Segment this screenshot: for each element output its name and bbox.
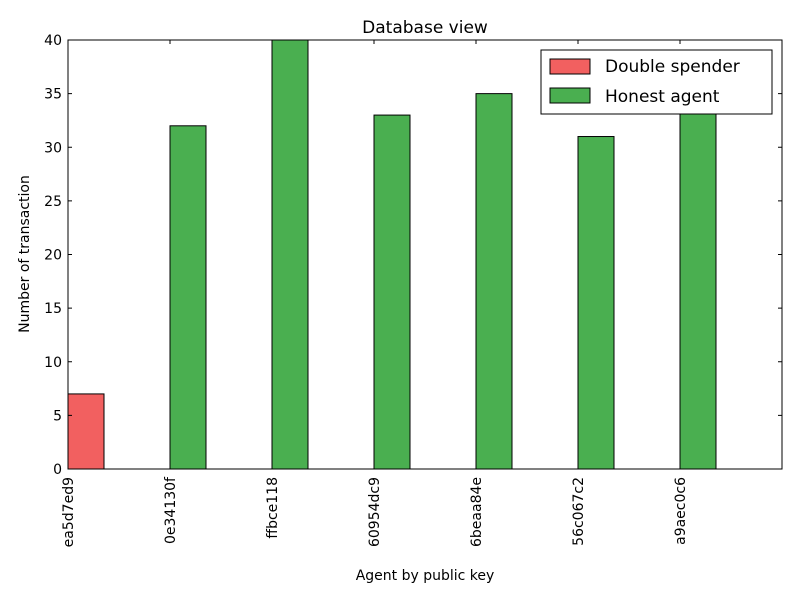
y-tick-label: 10 (44, 355, 62, 371)
y-tick-label: 40 (44, 33, 62, 49)
bar-60954dc9 (373, 114, 411, 470)
bar-6beaa84e (475, 93, 513, 470)
legend-swatch-double-spender (549, 58, 591, 75)
legend-swatch-honest-agent (549, 87, 591, 104)
x-tick-label-0e34130f: 0e34130f (163, 476, 179, 544)
bar-ffbce118 (271, 39, 309, 470)
x-axis-label: Agent by public key (356, 568, 495, 584)
bar-56c067c2 (577, 136, 615, 470)
y-tick-label: 30 (44, 140, 62, 156)
y-axis: 0 5 10 15 20 25 30 35 40 (44, 33, 782, 478)
x-tick-label-56c067c2: 56c067c2 (571, 477, 587, 546)
y-tick-label: 5 (53, 408, 62, 424)
x-tick-label-a9aec0c6: a9aec0c6 (673, 477, 689, 545)
y-tick-label: 0 (53, 462, 62, 478)
chart-title: Database view (362, 18, 488, 38)
bar-ea5d7ed9 (67, 393, 105, 470)
x-axis: ea5d7ed9 0e34130f ffbce118 60954dc9 6beaa84e… (61, 40, 689, 547)
legend: Double spender Honest agent (540, 49, 773, 115)
x-tick-label-ffbce118: ffbce118 (265, 477, 281, 539)
x-tick-label-6beaa84e: 6beaa84e (469, 477, 485, 547)
y-tick-label: 25 (44, 194, 62, 210)
y-tick-label: 15 (44, 301, 62, 317)
y-tick-label: 20 (44, 248, 62, 264)
bar-0e34130f (169, 125, 207, 470)
x-tick-label-60954dc9: 60954dc9 (367, 477, 383, 547)
legend-label-honest-agent: Honest agent (605, 87, 720, 107)
x-tick-label-ea5d7ed9: ea5d7ed9 (61, 477, 77, 547)
legend-label-double-spender: Double spender (605, 57, 740, 77)
y-axis-label: Number of transaction (17, 175, 33, 333)
y-tick-label: 35 (44, 87, 62, 103)
bar-a9aec0c6 (679, 103, 717, 470)
bars-layer (67, 39, 717, 470)
